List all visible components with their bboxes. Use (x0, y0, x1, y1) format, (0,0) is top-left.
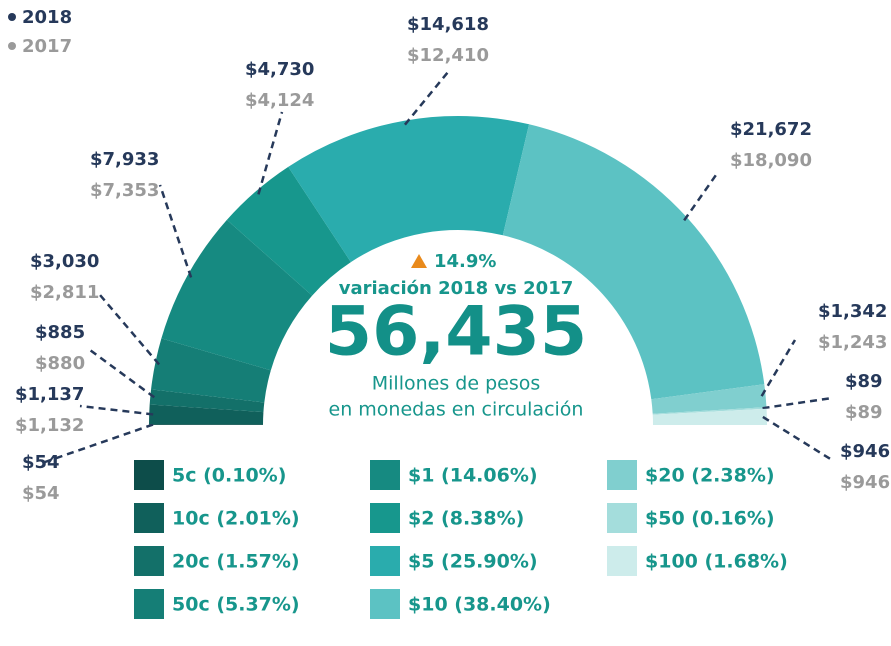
wedge (288, 115, 530, 263)
total-caption: Millones de pesos (372, 373, 541, 395)
series-legend: 2018 (22, 7, 72, 28)
series-legend: 2017 (22, 36, 72, 57)
leader-line (89, 348, 156, 399)
leader-line (79, 404, 154, 416)
wedge (502, 124, 765, 400)
legend-swatch (370, 546, 400, 576)
leader-line (683, 174, 718, 222)
wedge (161, 219, 313, 371)
legend-swatch (134, 546, 164, 576)
legend-label: $5 (25.90%) (408, 551, 538, 573)
legend-swatch (134, 503, 164, 533)
value-label: $89 (845, 402, 883, 423)
value-label: $7,933 (90, 149, 159, 170)
value-label: $946 (840, 441, 890, 462)
legend-swatch (134, 460, 164, 490)
change: 14.9% (434, 251, 496, 272)
value-label: $12,410 (407, 45, 489, 66)
wedge (226, 166, 351, 296)
value-label: $14,618 (407, 14, 489, 35)
leader-line (760, 339, 797, 397)
value-label: $880 (35, 353, 85, 374)
value-label: $4,124 (245, 90, 314, 111)
legend-label: $50 (0.16%) (645, 508, 775, 530)
wedge (652, 408, 767, 425)
value-label: $4,730 (245, 59, 314, 80)
legend-dot (8, 13, 16, 21)
total-caption: en monedas en circulación (329, 399, 584, 421)
leader-line (762, 396, 833, 410)
leader-line (99, 294, 161, 366)
legend-swatch (607, 546, 637, 576)
value-label: $1,137 (15, 384, 84, 405)
value-label: $18,090 (730, 150, 812, 171)
value-label: $54 (22, 452, 60, 473)
legend-swatch (134, 589, 164, 619)
legend-label: 10c (2.01%) (172, 508, 300, 530)
value-label: $1,132 (15, 415, 84, 436)
value-label: $54 (22, 483, 60, 504)
wedge (149, 424, 264, 425)
value-label: $1,342 (818, 301, 887, 322)
value-label: $7,353 (90, 180, 159, 201)
legend-swatch (607, 460, 637, 490)
legend-swatch (607, 503, 637, 533)
wedge (651, 384, 767, 414)
up-arrow (411, 254, 427, 268)
value-label: $21,672 (730, 119, 812, 140)
legend-swatch (370, 460, 400, 490)
legend-dot (8, 42, 16, 50)
value-label: $946 (840, 472, 890, 493)
leader-line (762, 415, 833, 462)
change-caption: variación 2018 vs 2017 (339, 278, 574, 299)
legend-label: 5c (0.10%) (172, 465, 286, 487)
legend-label: $1 (14.06%) (408, 465, 538, 487)
legend-label: $10 (38.40%) (408, 594, 551, 616)
leader-line (257, 111, 284, 195)
legend-label: 50c (5.37%) (172, 594, 300, 616)
legend-swatch (370, 589, 400, 619)
wedge (149, 389, 265, 413)
legend-swatch (370, 503, 400, 533)
leader-line (158, 184, 193, 278)
total: 56,435 (325, 293, 587, 372)
wedge (149, 404, 264, 425)
value-label: $89 (845, 371, 883, 392)
value-label: $885 (35, 322, 85, 343)
wedge (652, 407, 767, 415)
legend-label: $2 (8.38%) (408, 508, 524, 530)
value-label: $3,030 (30, 251, 99, 272)
legend-label: $100 (1.68%) (645, 551, 788, 573)
value-label: $1,243 (818, 332, 887, 353)
wedge (151, 338, 271, 403)
legend-label: 20c (1.57%) (172, 551, 300, 573)
legend-label: $20 (2.38%) (645, 465, 775, 487)
value-label: $2,811 (30, 282, 99, 303)
